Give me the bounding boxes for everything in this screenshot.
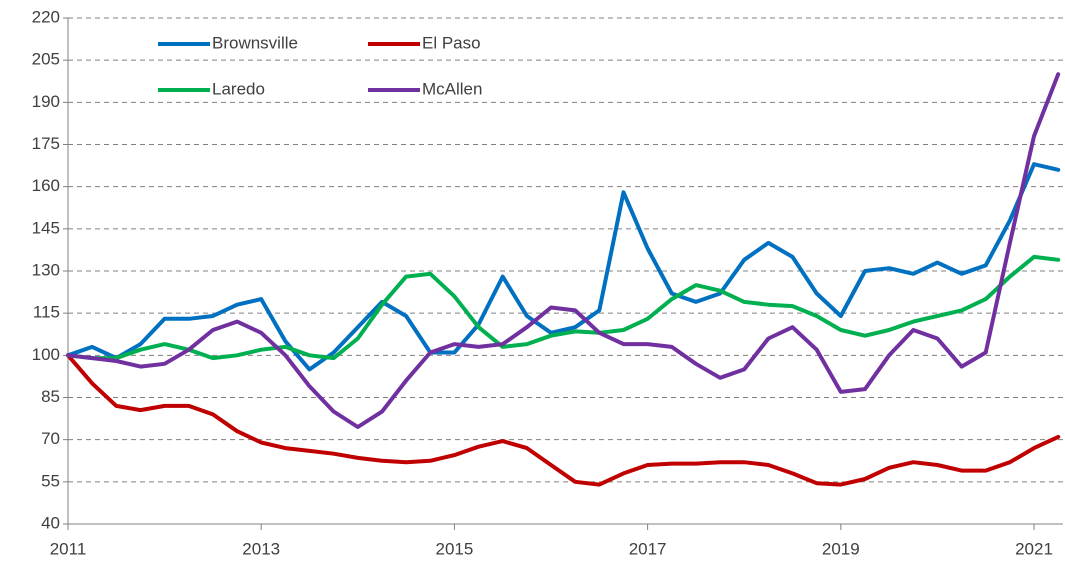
y-tick-label: 205 — [32, 50, 60, 69]
x-tick-label: 2019 — [822, 539, 860, 558]
legend-label: Laredo — [212, 79, 265, 98]
y-tick-label: 130 — [32, 260, 60, 279]
x-tick-label: 2017 — [629, 539, 667, 558]
y-tick-label: 55 — [41, 471, 60, 490]
x-tick-label: 2015 — [435, 539, 473, 558]
x-tick-label: 2011 — [50, 539, 87, 558]
y-tick-label: 160 — [32, 176, 60, 195]
y-tick-label: 100 — [32, 345, 60, 364]
x-tick-label: 2013 — [242, 539, 280, 558]
y-tick-label: 190 — [32, 92, 60, 111]
legend-label: Brownsville — [212, 33, 298, 52]
series-line — [66, 72, 1061, 429]
series-line — [66, 353, 1061, 487]
y-tick-label: 145 — [32, 218, 60, 237]
legend-label: McAllen — [422, 79, 482, 98]
series-line — [66, 162, 1061, 372]
series-line — [66, 254, 1061, 361]
y-tick-label: 85 — [41, 387, 60, 406]
legend-label: El Paso — [422, 33, 481, 52]
y-tick-label: 115 — [33, 303, 60, 322]
y-tick-label: 175 — [32, 134, 60, 153]
y-tick-label: 70 — [41, 429, 60, 448]
y-tick-label: 220 — [32, 7, 60, 26]
y-tick-label: 40 — [41, 513, 60, 532]
x-tick-label: 2021 — [1015, 539, 1053, 558]
